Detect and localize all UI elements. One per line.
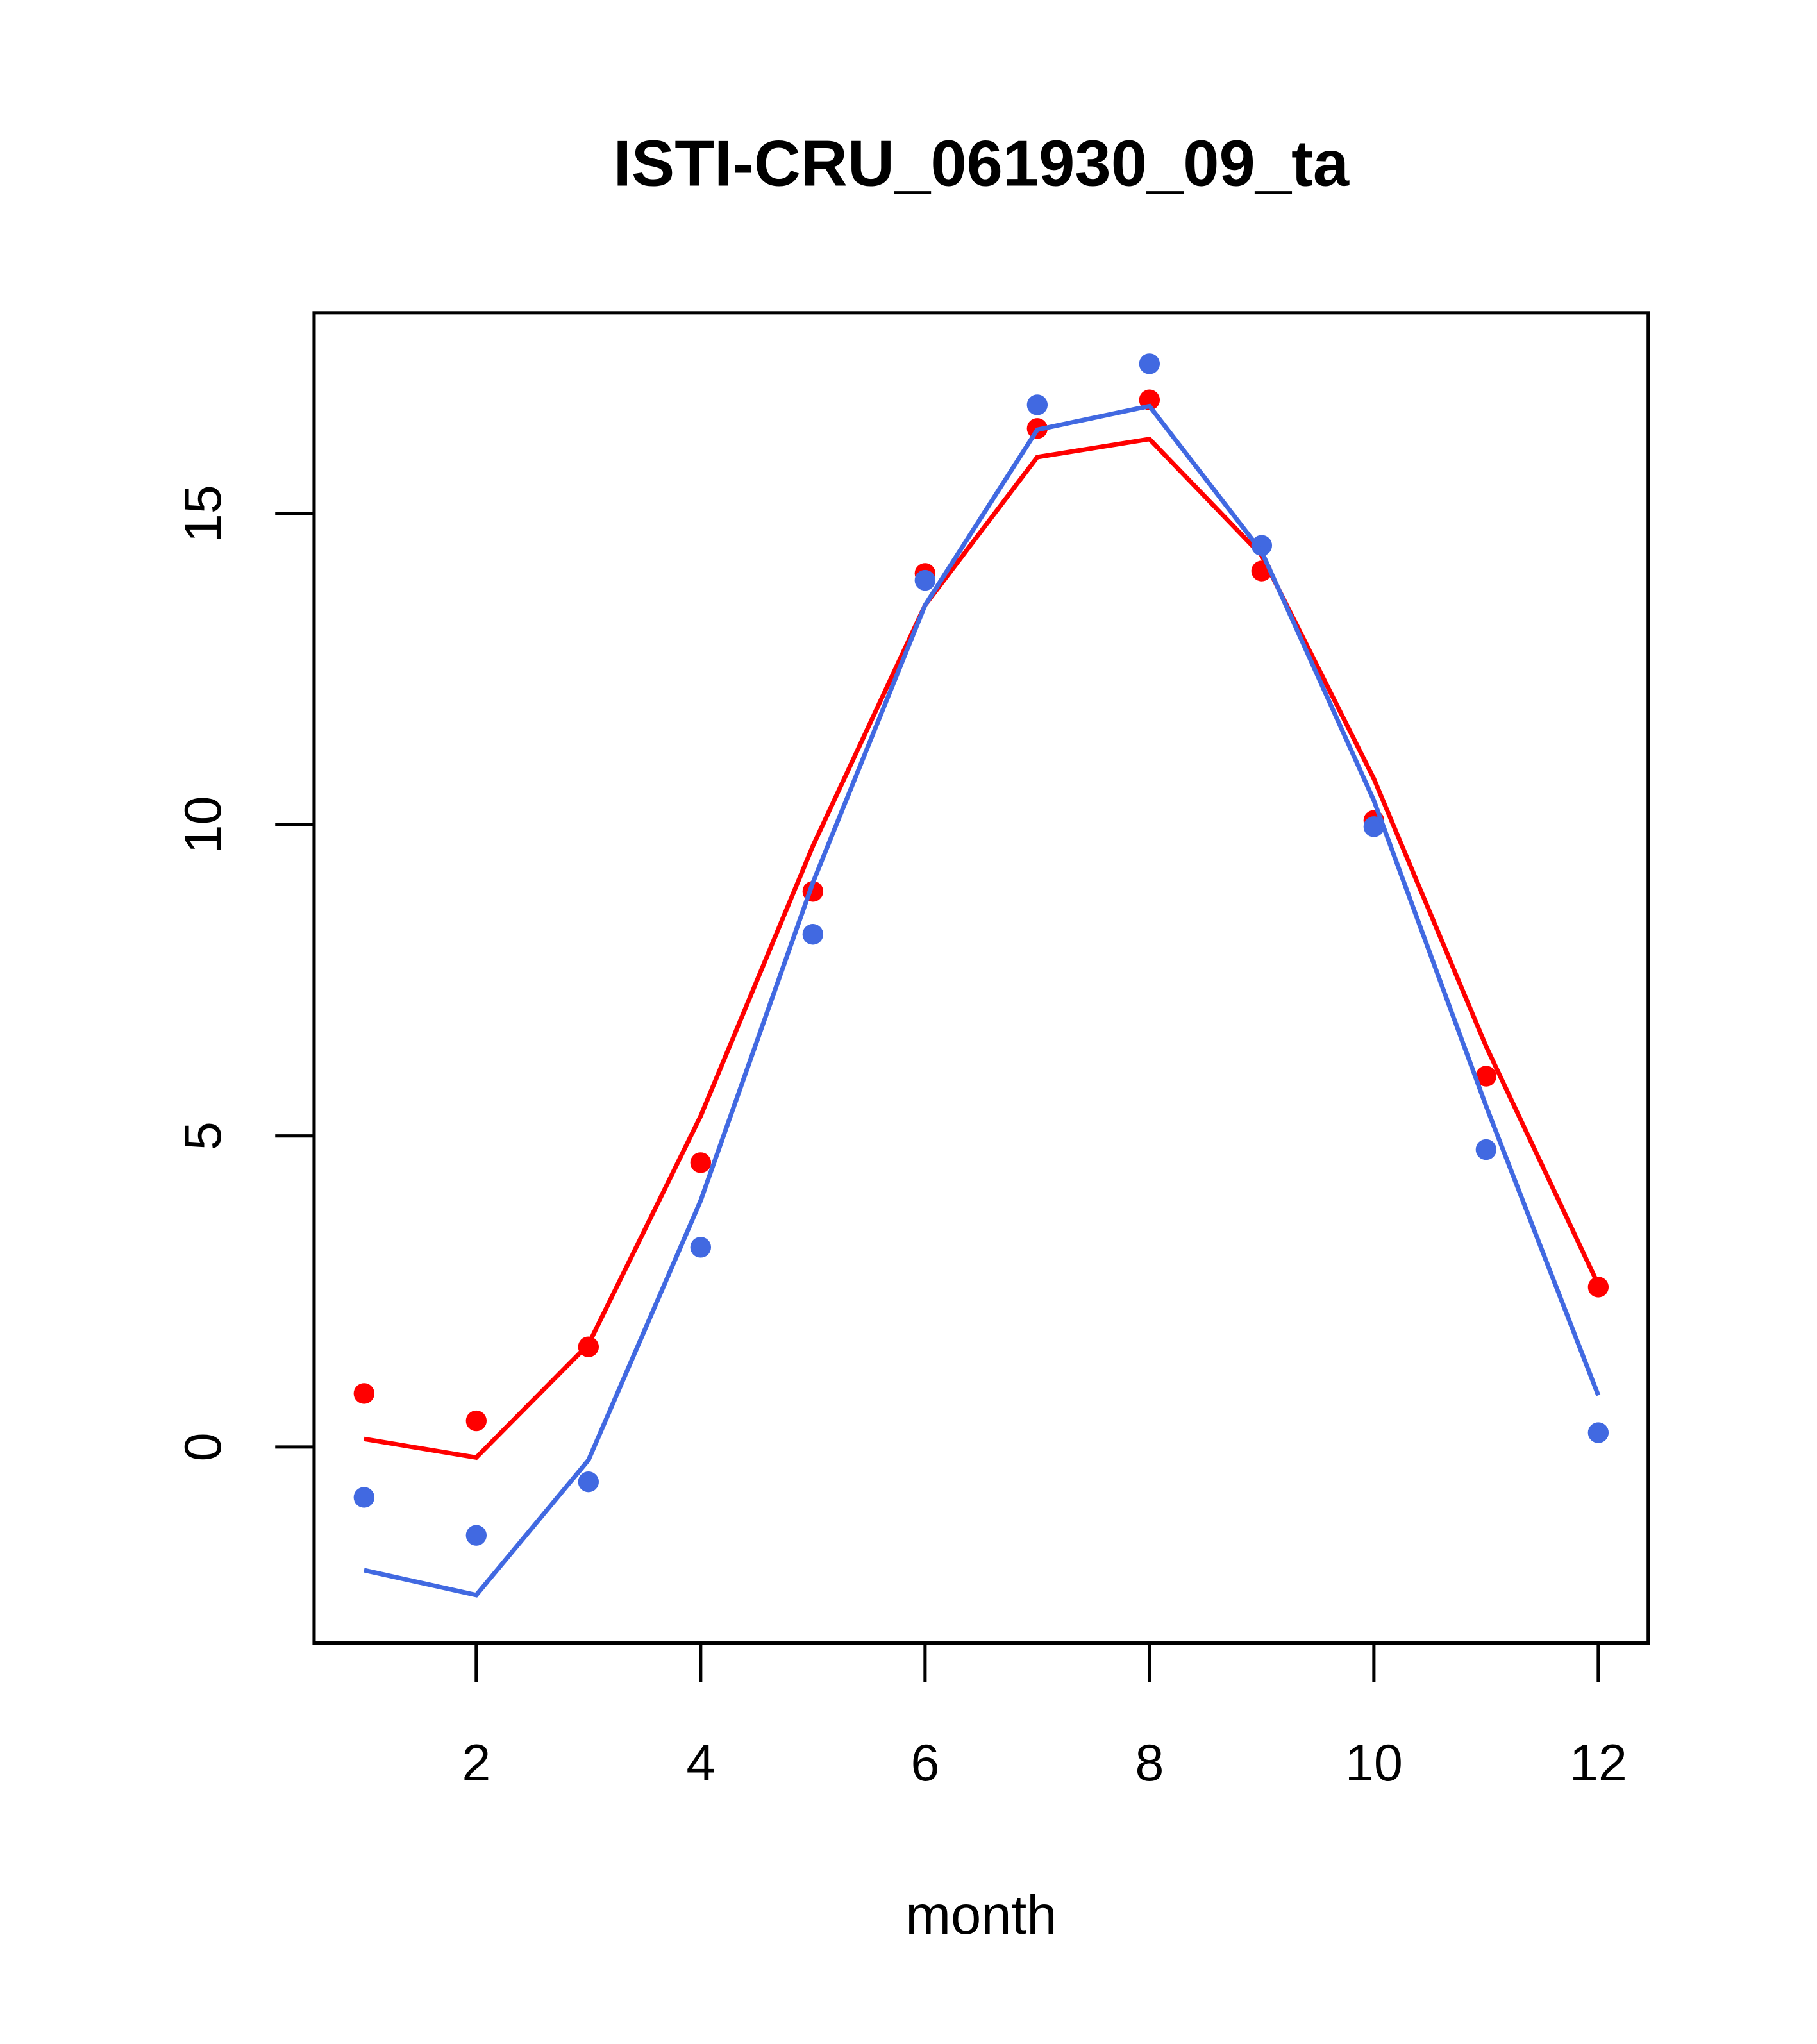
series-layer xyxy=(353,353,1609,1598)
x-tick-label: 10 xyxy=(1345,1734,1403,1792)
red-line-series xyxy=(364,437,1601,1461)
blue-points-point xyxy=(690,1237,712,1258)
blue-points-point xyxy=(1587,1422,1609,1443)
x-tick-label: 6 xyxy=(910,1734,939,1792)
x-tick-label: 8 xyxy=(1135,1734,1164,1792)
blue-points-point xyxy=(465,1525,487,1546)
red-points-point xyxy=(690,1152,712,1173)
blue-points-point xyxy=(802,924,824,945)
red-points-point xyxy=(1475,1066,1497,1087)
y-tick-label: 15 xyxy=(174,485,232,542)
chart-title: ISTI-CRU_061930_09_ta xyxy=(614,127,1350,199)
blue-points-point xyxy=(1251,535,1273,556)
x-tick-label: 2 xyxy=(462,1734,490,1792)
red-points-point xyxy=(1587,1277,1609,1298)
x-tick-label: 4 xyxy=(686,1734,715,1792)
plot-frame xyxy=(312,311,1650,1645)
x-axis-label: month xyxy=(905,1885,1057,1946)
red-points-point xyxy=(465,1410,487,1432)
blue-points-point xyxy=(1475,1139,1497,1160)
x-tick-label: 12 xyxy=(1570,1734,1627,1792)
red-points-point xyxy=(353,1383,375,1404)
blue-points-point xyxy=(353,1487,375,1508)
y-tick-label: 10 xyxy=(174,796,232,853)
y-axis: 0 5 10 15 xyxy=(174,485,232,1461)
blue-points-point xyxy=(1139,353,1160,374)
blue-points-point xyxy=(1363,816,1385,837)
y-tick-label: 0 xyxy=(174,1432,232,1461)
blue-points-point xyxy=(578,1471,599,1493)
x-axis: 2 4 6 8 10 12 xyxy=(275,512,1627,1792)
blue-points-point xyxy=(1026,394,1048,415)
blue-line-series xyxy=(364,403,1601,1598)
y-tick-label: 5 xyxy=(174,1121,232,1150)
blue-points-point xyxy=(914,569,936,591)
